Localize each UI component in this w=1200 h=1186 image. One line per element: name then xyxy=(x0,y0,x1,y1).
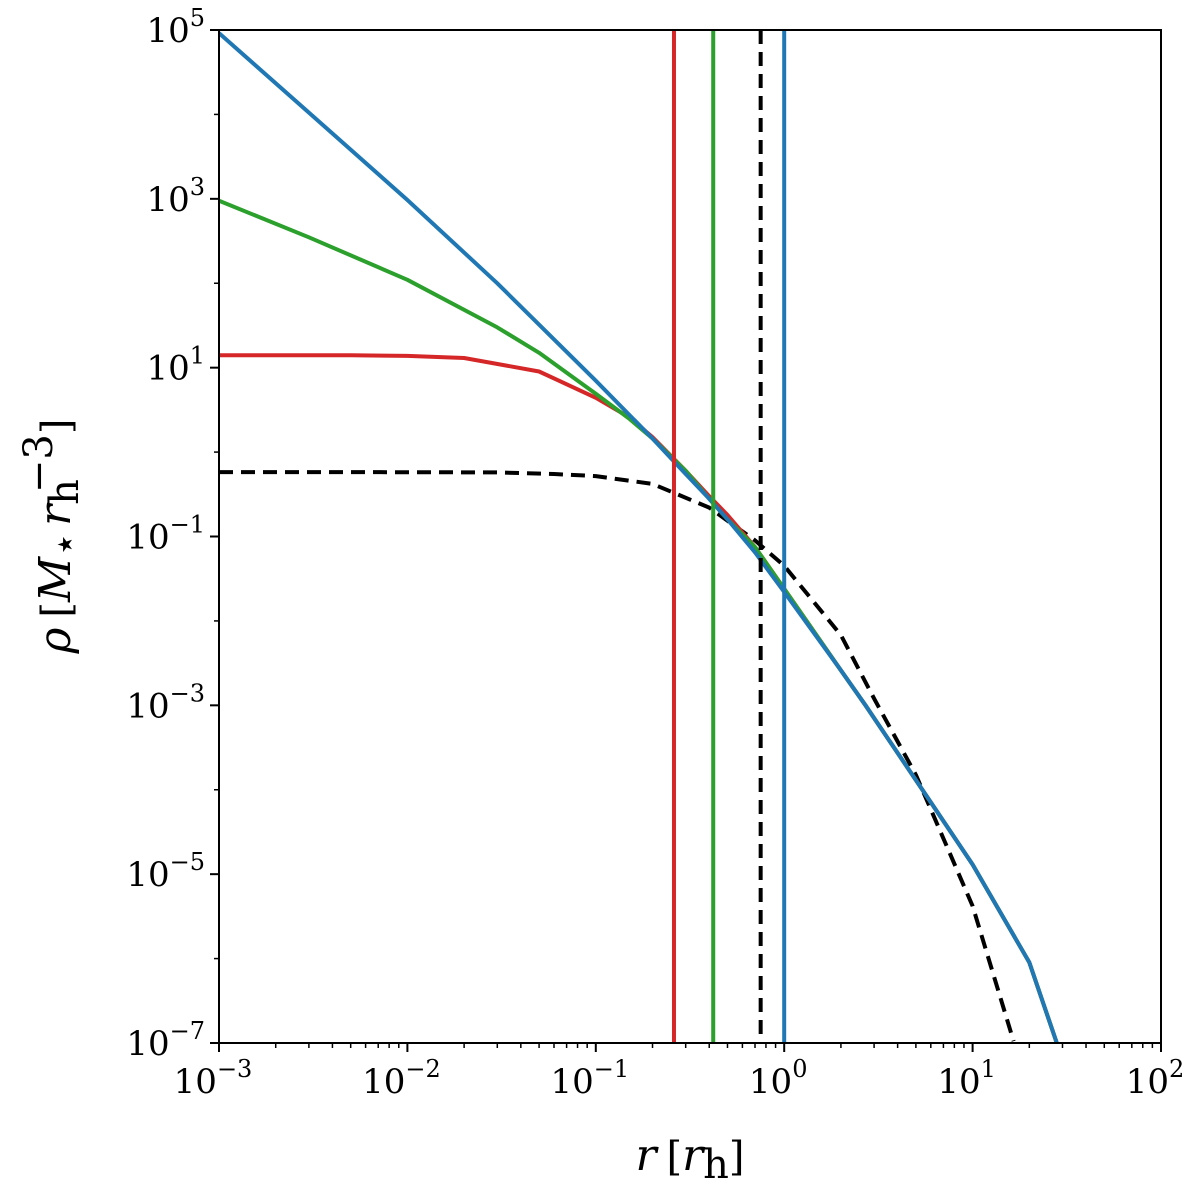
x-axis-label: r [rh] xyxy=(635,1130,744,1186)
y-tick-label-6: 105 xyxy=(146,4,205,51)
series-line-3 xyxy=(219,31,1059,1043)
y-tick-label-0: 10−7 xyxy=(126,1017,205,1064)
x-tick-label-3: 100 xyxy=(749,1055,808,1102)
x-tick-label-2: 10−1 xyxy=(550,1055,629,1102)
series-line-0 xyxy=(219,470,1016,1042)
vertical-lines-layer xyxy=(671,30,787,1043)
series-layer xyxy=(219,31,1059,1043)
x-tick-label-4: 101 xyxy=(937,1055,996,1102)
y-tick-label-4: 101 xyxy=(146,342,205,389)
x-tick-label-1: 10−2 xyxy=(362,1055,441,1102)
y-tick-label-1: 10−5 xyxy=(126,848,205,895)
y-axis-label: ρ[M⋆rh−3] xyxy=(16,419,88,655)
x-tick-label-0: 10−3 xyxy=(174,1055,253,1102)
y-tick-label-3: 10−1 xyxy=(126,511,205,558)
y-tick-label-2: 10−3 xyxy=(126,679,205,726)
x-tick-label-5: 102 xyxy=(1126,1055,1185,1102)
y-tick-label-5: 103 xyxy=(146,173,205,220)
y-axis-ticks: 10−7 10−5 10−3 10−1 101 103 105 xyxy=(126,4,219,1064)
x-axis-ticks: 10−3 10−2 10−1 100 101 102 xyxy=(174,1043,1185,1102)
